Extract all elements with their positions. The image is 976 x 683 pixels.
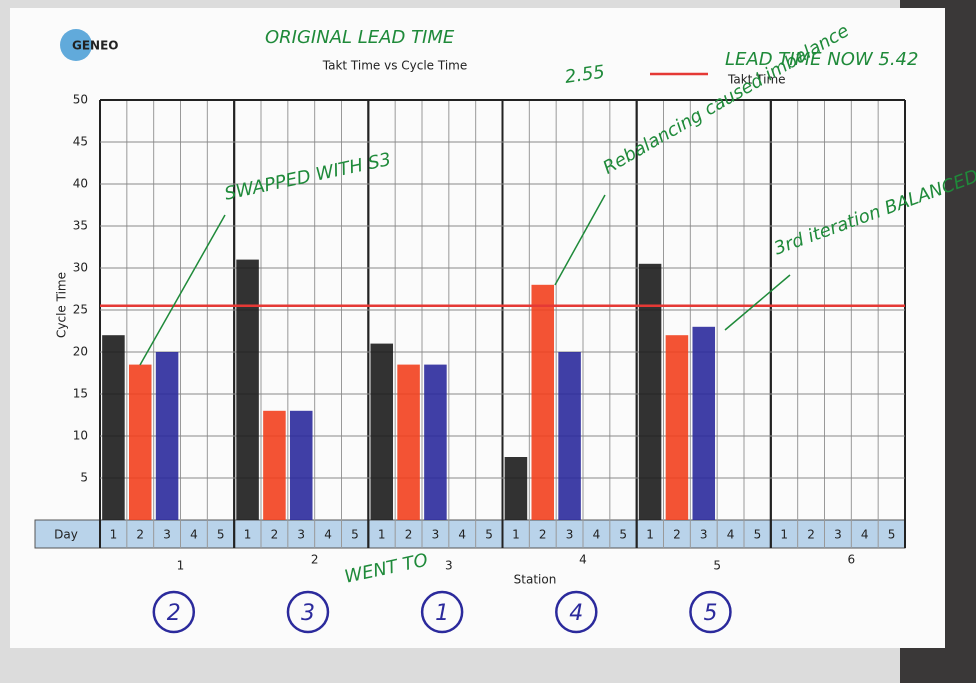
y-tick-label: 20 bbox=[73, 345, 88, 359]
bar bbox=[397, 364, 420, 520]
chart-title: Takt Time vs Cycle Time bbox=[322, 59, 468, 73]
station-note: 2 bbox=[167, 601, 181, 626]
bar bbox=[665, 335, 689, 520]
day-tick-label: 1 bbox=[646, 528, 654, 542]
annotation: ORIGINAL LEAD TIME bbox=[265, 27, 455, 48]
day-tick-label: 4 bbox=[324, 528, 332, 542]
day-tick-label: 3 bbox=[700, 528, 708, 542]
note-circle bbox=[152, 590, 196, 634]
x-tick-label: 2 bbox=[311, 553, 319, 567]
y-tick-label: 5 bbox=[80, 471, 88, 485]
x-tick-label: 5 bbox=[713, 559, 721, 573]
x-tick-label: 1 bbox=[177, 559, 185, 573]
bar bbox=[289, 410, 313, 520]
note-circle bbox=[286, 590, 330, 634]
bar bbox=[504, 457, 528, 520]
y-tick-label: 25 bbox=[73, 303, 88, 317]
station-note: 1 bbox=[435, 601, 449, 626]
day-tick-label: 3 bbox=[432, 528, 440, 542]
y-tick-label: 10 bbox=[73, 429, 88, 443]
bar bbox=[692, 326, 716, 520]
x-tick-label: 6 bbox=[848, 553, 856, 567]
day-tick-label: 2 bbox=[271, 528, 279, 542]
day-tick-label: 5 bbox=[754, 528, 762, 542]
station-note: 4 bbox=[569, 601, 583, 626]
day-tick-label: 1 bbox=[378, 528, 386, 542]
day-tick-label: 4 bbox=[861, 528, 869, 542]
day-tick-label: 2 bbox=[405, 528, 413, 542]
day-tick-label: 4 bbox=[190, 528, 198, 542]
day-tick-label: 5 bbox=[351, 528, 359, 542]
day-tick-label: 3 bbox=[297, 528, 305, 542]
day-tick-label: 3 bbox=[566, 528, 574, 542]
day-label: Day bbox=[54, 528, 78, 542]
day-tick-label: 4 bbox=[593, 528, 601, 542]
bar bbox=[531, 284, 555, 520]
y-tick-label: 40 bbox=[73, 177, 88, 191]
day-tick-label: 3 bbox=[163, 528, 171, 542]
day-tick-label: 2 bbox=[136, 528, 144, 542]
y-tick-label: 50 bbox=[73, 93, 88, 107]
bar bbox=[370, 343, 394, 520]
legend-label: Takt Time bbox=[727, 73, 786, 87]
x-tick-label: 4 bbox=[579, 553, 587, 567]
day-tick-label: 3 bbox=[834, 528, 842, 542]
x-axis-label: Station bbox=[514, 573, 557, 587]
logo: GENEO bbox=[72, 39, 119, 53]
bar bbox=[424, 364, 447, 520]
day-tick-label: 2 bbox=[539, 528, 547, 542]
y-tick-label: 15 bbox=[73, 387, 88, 401]
y-tick-label: 30 bbox=[73, 261, 88, 275]
day-tick-label: 1 bbox=[512, 528, 520, 542]
y-tick-label: 35 bbox=[73, 219, 88, 233]
station-note: 5 bbox=[703, 601, 717, 626]
day-tick-label: 5 bbox=[485, 528, 493, 542]
note-circle bbox=[420, 590, 464, 634]
day-tick-label: 1 bbox=[780, 528, 788, 542]
bar bbox=[263, 410, 286, 520]
y-axis-label: Cycle Time bbox=[55, 272, 69, 338]
leader-line bbox=[139, 214, 226, 366]
day-tick-label: 4 bbox=[458, 528, 466, 542]
note-circle bbox=[689, 590, 732, 634]
x-tick-label: 3 bbox=[445, 559, 453, 573]
day-tick-label: 4 bbox=[727, 528, 735, 542]
bar bbox=[128, 364, 152, 520]
bar bbox=[558, 352, 581, 520]
bar bbox=[155, 352, 179, 520]
paper bbox=[10, 8, 945, 648]
leader-line bbox=[554, 194, 606, 286]
leader-line bbox=[724, 274, 791, 331]
day-tick-label: 5 bbox=[888, 528, 896, 542]
day-tick-label: 2 bbox=[673, 528, 681, 542]
y-tick-label: 45 bbox=[73, 135, 88, 149]
station-note: 3 bbox=[301, 601, 315, 626]
day-tick-label: 1 bbox=[244, 528, 252, 542]
bar bbox=[236, 259, 259, 520]
day-tick-label: 5 bbox=[619, 528, 627, 542]
day-tick-label: 5 bbox=[217, 528, 225, 542]
bar bbox=[102, 335, 125, 520]
note-circle bbox=[555, 590, 598, 634]
logo-icon bbox=[60, 29, 92, 61]
day-tick-label: 1 bbox=[110, 528, 118, 542]
day-tick-label: 2 bbox=[807, 528, 815, 542]
bar bbox=[638, 263, 662, 520]
annotation: LEAD TIME NOW 5.42 bbox=[725, 49, 918, 70]
